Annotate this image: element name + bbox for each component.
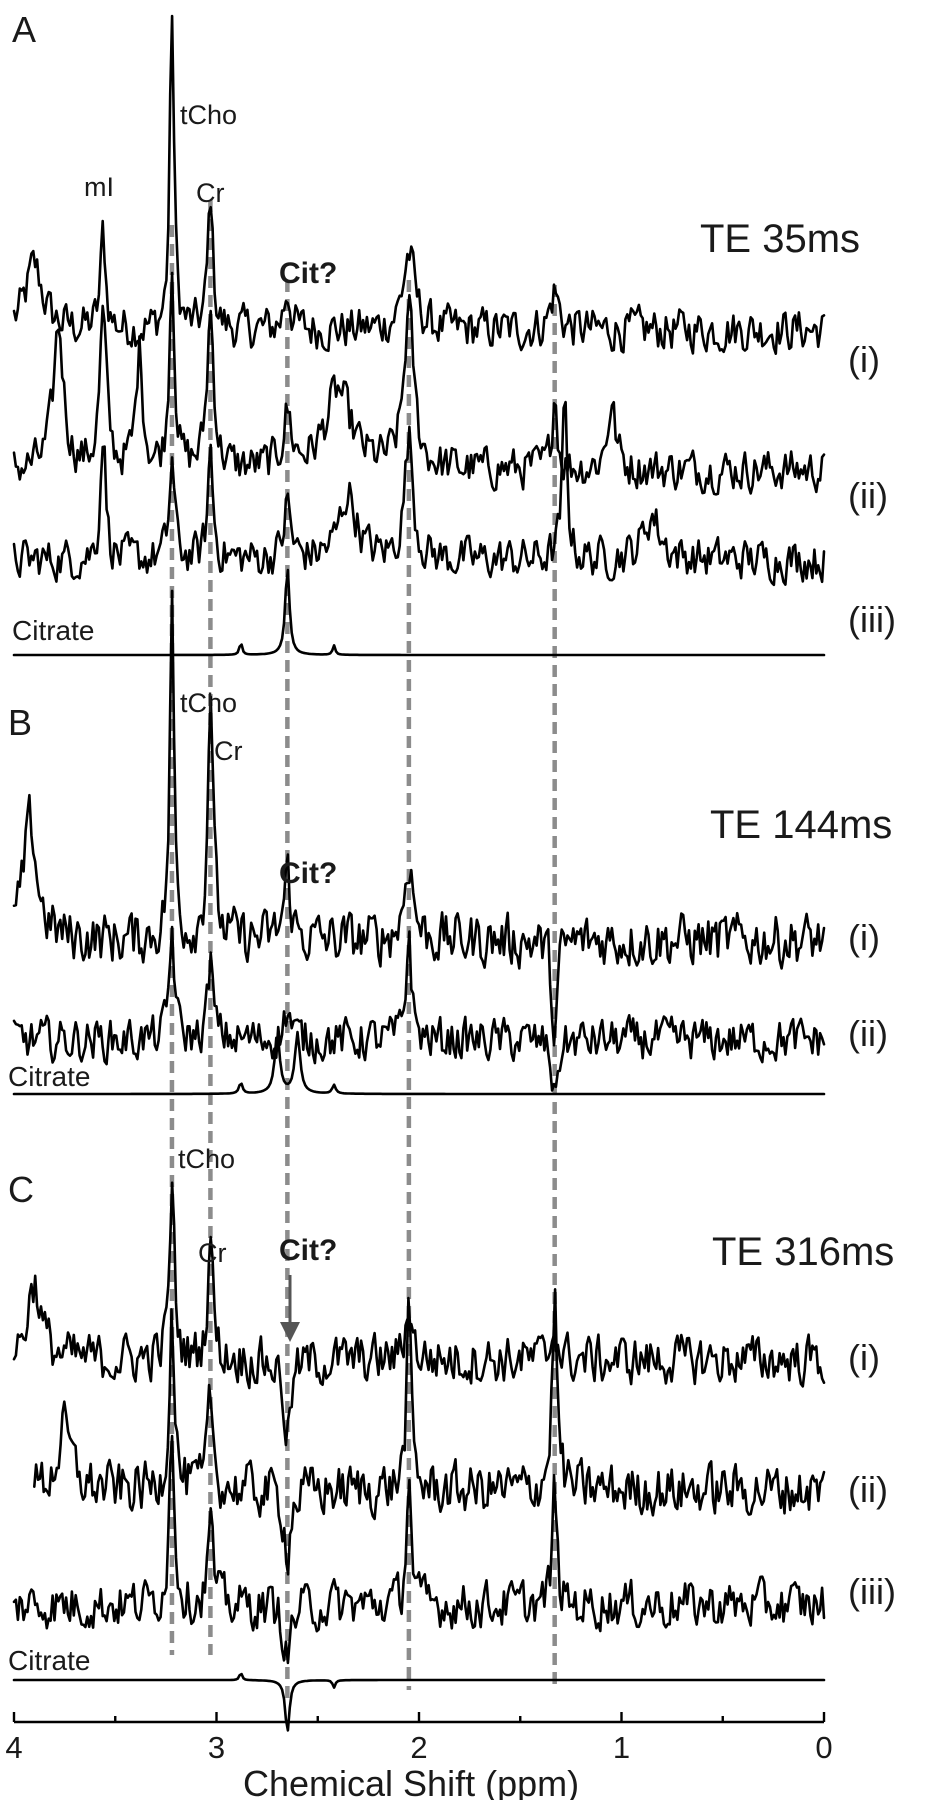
spectrum-a-ii	[12, 271, 826, 496]
trace-label-a-i: (i)	[848, 339, 880, 380]
te-label-c: TE 316ms	[712, 1230, 894, 1274]
peak-label-tcho-a: tCho	[180, 100, 237, 130]
peak-label-cr-c: Cr	[198, 1238, 227, 1268]
spectra-traces	[12, 14, 826, 1732]
te-label-b: TE 144ms	[710, 803, 892, 847]
spectrum-c-ii	[32, 1288, 826, 1576]
x-tick-label-1: 1	[613, 1730, 630, 1765]
x-tick-label-3: 3	[208, 1730, 225, 1765]
trace-label-b-ii: (ii)	[848, 1013, 888, 1054]
x-axis-title: Chemical Shift (ppm)	[243, 1763, 579, 1800]
citrate-label-b: Citrate	[8, 1061, 90, 1092]
panel-letter-c: C	[8, 1169, 34, 1210]
trace-label-a-ii: (ii)	[848, 475, 888, 516]
x-tick-label-0: 0	[815, 1730, 832, 1765]
trace-label-a-iii: (iii)	[848, 599, 896, 640]
panel-letter-a: A	[12, 9, 36, 50]
cit-label-a: Cit?	[279, 257, 337, 290]
x-axis: 4 3 2 1 0	[5, 1712, 833, 1765]
peak-label-cr-b: Cr	[214, 736, 243, 766]
trace-label-c-ii: (ii)	[848, 1469, 888, 1510]
spectrum-a-iii	[12, 400, 826, 587]
spectrum-c-iii	[12, 1434, 826, 1665]
cit-label-b: Cit?	[279, 857, 337, 890]
spectrum-a-i	[12, 14, 826, 356]
panel-letter-b: B	[8, 702, 32, 743]
spectrum-c-citrate	[12, 1672, 826, 1732]
trace-label-c-iii: (iii)	[848, 1571, 896, 1612]
peak-label-mi: mI	[84, 172, 114, 202]
peak-label-tcho-b: tCho	[180, 688, 237, 718]
peak-label-tcho-c: tCho	[178, 1144, 235, 1174]
trace-label-c-i: (i)	[848, 1337, 880, 1378]
x-tick-label-2: 2	[410, 1730, 427, 1765]
peak-label-cr-a: Cr	[196, 178, 225, 208]
cit-label-c: Cit?	[279, 1234, 337, 1267]
cit-arrow-c	[280, 1275, 300, 1342]
spectrum-a-citrate	[12, 568, 826, 657]
spectrum-b-citrate	[12, 1030, 826, 1096]
x-tick-label-4: 4	[5, 1730, 22, 1765]
citrate-label-a: Citrate	[12, 615, 94, 646]
spectrum-b-i	[12, 589, 826, 1047]
citrate-label-c: Citrate	[8, 1645, 90, 1676]
trace-label-b-i: (i)	[848, 917, 880, 958]
spectrum-b-ii	[12, 925, 826, 1092]
spectrum-c-i	[12, 1181, 826, 1447]
te-label-a: TE 35ms	[700, 217, 860, 261]
